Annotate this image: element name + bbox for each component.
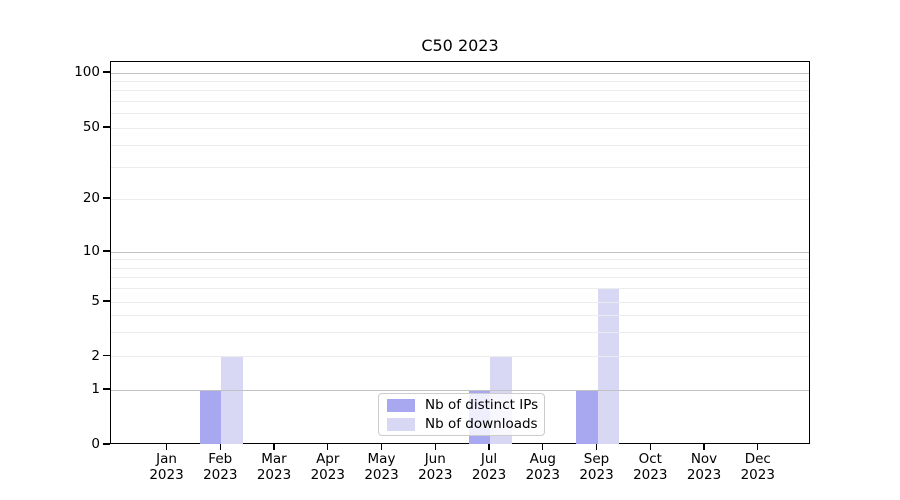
gridline-y-8 xyxy=(111,267,809,269)
gridlines xyxy=(111,62,809,443)
x-tick-mark-sep xyxy=(595,444,598,450)
gridline-y-90 xyxy=(111,80,809,82)
x-tick-year: 2023 xyxy=(256,466,292,483)
gridline-y-6 xyxy=(111,288,809,290)
gridline-y-60 xyxy=(111,113,809,115)
gridline-y-70 xyxy=(111,100,809,102)
x-tick-year: 2023 xyxy=(740,466,775,483)
bar-feb-nb-of-downloads xyxy=(221,356,243,444)
plot-area xyxy=(110,61,810,444)
x-tick-label-may: May 2023 xyxy=(350,451,414,483)
x-tick-year: 2023 xyxy=(633,466,668,483)
gridline-y-2 xyxy=(111,356,809,357)
y-tick-mark-2 xyxy=(103,354,110,357)
x-tick-month: Mar xyxy=(261,451,287,467)
y-tick-mark-1 xyxy=(103,388,110,390)
gridline-y-40 xyxy=(111,144,809,146)
bar-feb-nb-of-distinct-ips xyxy=(199,390,222,444)
gridline-y-9 xyxy=(111,259,809,261)
x-tick-label-sep: Sep 2023 xyxy=(565,451,629,483)
x-tick-month: Aug xyxy=(529,451,556,467)
x-tick-mark-oct xyxy=(649,444,651,450)
x-tick-year: 2023 xyxy=(418,466,453,483)
gridline-y-20 xyxy=(111,198,809,200)
chart-title: C50 2023 xyxy=(421,36,499,55)
gridline-y-7 xyxy=(111,277,809,279)
x-tick-month: Feb xyxy=(208,451,233,467)
x-tick-month: Dec xyxy=(744,451,771,467)
x-tick-mark-feb xyxy=(219,444,221,450)
x-tick-mark-mar xyxy=(273,444,275,450)
x-tick-mark-jun xyxy=(434,444,436,450)
y-tick-label-1: 1 xyxy=(91,381,100,397)
x-tick-month: Jun xyxy=(424,451,446,467)
x-tick-year: 2023 xyxy=(203,466,238,483)
y-tick-label-2: 2 xyxy=(91,347,100,364)
x-tick-label-feb: Feb 2023 xyxy=(188,451,252,483)
x-tick-label-jul: Jul 2023 xyxy=(457,451,521,483)
legend-item-nb-of-downloads: Nb of downloads xyxy=(387,416,538,432)
x-tick-mark-aug xyxy=(542,444,544,450)
x-tick-mark-nov xyxy=(703,444,705,450)
x-tick-mark-apr xyxy=(327,444,329,450)
y-tick-mark-10 xyxy=(103,250,110,252)
legend-swatch-icon xyxy=(387,417,415,431)
x-tick-year: 2023 xyxy=(579,466,614,483)
x-tick-mark-dec xyxy=(757,444,759,450)
legend: Nb of distinct IPs Nb of downloads xyxy=(378,393,545,436)
x-tick-label-apr: Apr 2023 xyxy=(296,451,360,483)
y-tick-label-20: 20 xyxy=(82,190,100,206)
gridline-y-100 xyxy=(111,72,809,74)
x-tick-month: Apr xyxy=(316,451,340,467)
x-tick-label-jan: Jan 2023 xyxy=(135,451,199,483)
x-tick-year: 2023 xyxy=(310,466,345,483)
gridline-y-5 xyxy=(111,301,809,303)
x-tick-year: 2023 xyxy=(364,466,399,483)
x-tick-label-mar: Mar 2023 xyxy=(242,451,306,483)
x-tick-year: 2023 xyxy=(525,466,560,483)
x-tick-month: Nov xyxy=(690,451,718,467)
gridline-y-4 xyxy=(111,314,809,316)
gridline-y-1 xyxy=(111,389,809,391)
x-tick-mark-jan xyxy=(165,444,168,450)
y-tick-mark-20 xyxy=(103,197,110,199)
x-tick-month: Jul xyxy=(480,451,498,467)
x-tick-month: Oct xyxy=(638,451,662,467)
x-tick-year: 2023 xyxy=(471,466,507,483)
gridline-y-10 xyxy=(111,251,809,253)
y-tick-mark-50 xyxy=(103,126,110,128)
x-tick-label-nov: Nov 2023 xyxy=(672,451,736,483)
y-tick-mark-100 xyxy=(103,71,110,73)
legend-label: Nb of distinct IPs xyxy=(425,397,539,413)
x-tick-label-aug: Aug 2023 xyxy=(511,451,575,483)
y-tick-label-5: 5 xyxy=(91,293,100,309)
x-tick-label-oct: Oct 2023 xyxy=(618,451,682,483)
x-tick-month: Sep xyxy=(583,451,610,467)
legend-label: Nb of downloads xyxy=(425,416,538,432)
y-tick-label-100: 100 xyxy=(74,64,100,80)
y-tick-label-50: 50 xyxy=(82,119,100,135)
x-tick-mark-jul xyxy=(488,444,490,450)
y-tick-mark-0 xyxy=(103,443,110,445)
y-tick-label-0: 0 xyxy=(91,436,100,452)
legend-item-nb-of-distinct-ips: Nb of distinct IPs xyxy=(387,397,539,413)
x-tick-month: May xyxy=(367,451,396,467)
gridline-y-80 xyxy=(111,90,809,92)
y-tick-label-10: 10 xyxy=(82,243,100,259)
x-tick-year: 2023 xyxy=(149,466,184,483)
x-tick-month: Jan xyxy=(156,451,177,467)
y-tick-mark-5 xyxy=(103,300,110,302)
x-tick-label-dec: Dec 2023 xyxy=(726,451,790,483)
x-tick-label-jun: Jun 2023 xyxy=(403,451,467,483)
x-tick-mark-may xyxy=(380,444,383,450)
gridline-y-50 xyxy=(111,127,809,129)
x-tick-year: 2023 xyxy=(686,466,722,483)
legend-swatch-icon xyxy=(387,398,415,412)
bar-sep-nb-of-distinct-ips xyxy=(576,390,598,444)
bar-sep-nb-of-downloads xyxy=(597,288,619,444)
gridline-y-30 xyxy=(111,167,809,169)
gridline-y-3 xyxy=(111,331,809,333)
